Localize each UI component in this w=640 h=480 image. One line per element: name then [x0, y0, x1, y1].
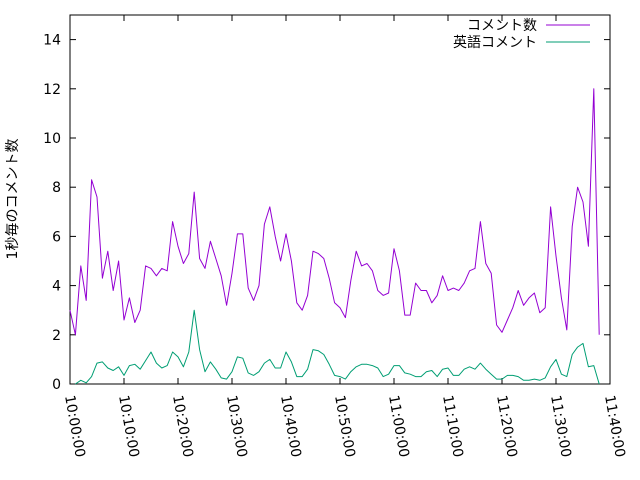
legend-label-2: 英語コメント [453, 34, 537, 51]
x-tick-label: 11:20:00 [493, 394, 520, 459]
x-tick-label: 11:00:00 [385, 394, 412, 459]
x-tick-label: 11:10:00 [439, 394, 466, 459]
x-tick-label: 10:00:00 [61, 394, 88, 459]
x-tick-label: 11:40:00 [601, 394, 628, 459]
plot-area-frame [69, 14, 611, 385]
y-tick-label: 10 [43, 131, 61, 147]
y-tick-label: 4 [52, 279, 61, 295]
y-tick-label: 8 [52, 180, 61, 196]
x-tick-label: 10:40:00 [277, 394, 304, 459]
x-tick-label: 10:20:00 [169, 394, 196, 459]
legend-label-1: コメント数 [467, 18, 537, 34]
y-axis-title: 1秒毎のコメント数 [5, 139, 21, 260]
y-tick-label: 12 [43, 82, 61, 98]
y-axis-ticks: 0 2 4 6 8 10 12 14 [43, 33, 610, 393]
x-tick-label: 10:10:00 [115, 394, 142, 459]
x-tick-label: 11:30:00 [547, 394, 574, 459]
y-tick-label: 0 [52, 377, 61, 393]
series-line-1 [69, 88, 600, 336]
y-tick-label: 6 [52, 229, 61, 245]
x-tick-label: 10:50:00 [331, 394, 358, 459]
x-tick-label: 10:30:00 [223, 394, 250, 459]
series-line-2 [75, 309, 600, 385]
y-tick-label: 14 [43, 33, 61, 49]
series-lines [69, 88, 600, 385]
y-tick-label: 2 [52, 328, 61, 344]
x-axis-ticks: 10:00:00 10:10:00 10:20:00 10:30:00 10:40:00… [61, 15, 628, 459]
